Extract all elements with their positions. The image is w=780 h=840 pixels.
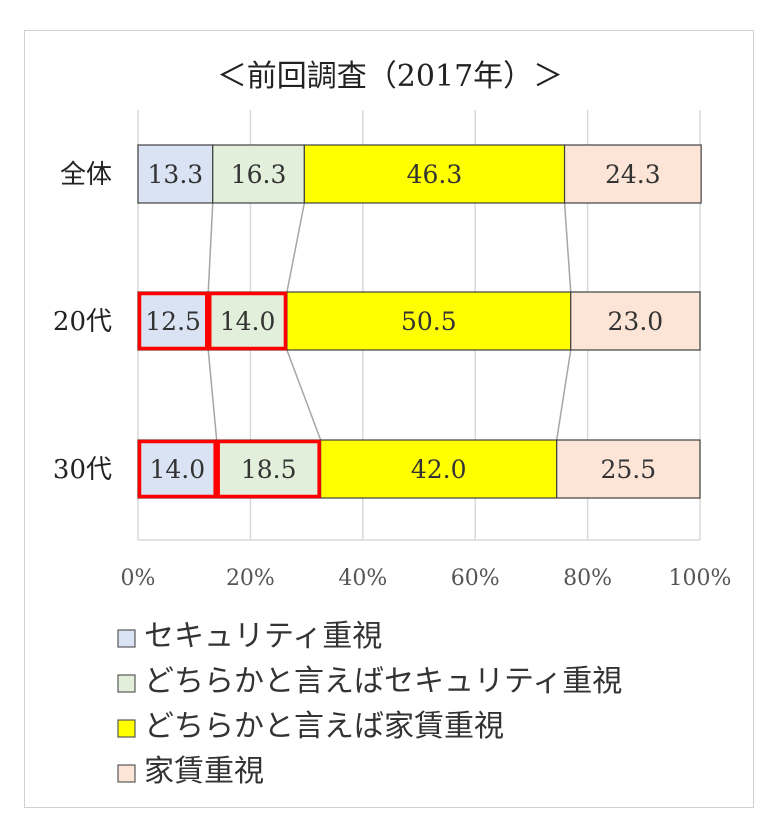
bar-segment (137, 439, 218, 499)
bar-segment (207, 291, 288, 351)
bar-segment (286, 291, 572, 351)
series-connector (207, 202, 214, 293)
data-label: 25.5 (601, 455, 657, 484)
bar-segment (556, 439, 701, 499)
category-label: 全体 (60, 160, 112, 190)
legend-label: 家賃重視 (144, 754, 264, 789)
series-connector (555, 349, 572, 441)
highlight-outline (137, 439, 217, 499)
bar-segment (303, 144, 566, 204)
legend-label: どちらかと言えば家賃重視 (144, 709, 504, 744)
data-labels: 13.3 16.3 46.3 24.3 12.5 14.0 50.5 23.0 14.0 18.5… (145, 160, 663, 484)
legend-swatch (117, 719, 136, 738)
x-tick-label: 100% (669, 566, 732, 591)
data-label: 14.0 (220, 307, 276, 336)
bar-segment (563, 144, 702, 204)
x-tick-labels: 0% 20% 40% 60% 80% 100% (121, 566, 732, 591)
highlight-outline (137, 291, 209, 351)
highlight-outline (208, 291, 288, 351)
bars (137, 144, 702, 499)
category-labels: 全体 20代 30代 (53, 160, 112, 485)
data-label: 24.3 (605, 160, 661, 189)
x-tick-label: 60% (451, 566, 500, 591)
series-connector (563, 202, 572, 293)
data-label: 23.0 (608, 307, 664, 336)
x-tick-label: 80% (563, 566, 612, 591)
data-label: 14.0 (150, 455, 206, 484)
x-tick-label: 40% (338, 566, 387, 591)
bar-segment (216, 439, 322, 499)
bar-segment (570, 291, 701, 351)
series-connectors (207, 202, 572, 441)
legend-label: どちらかと言えばセキュリティ重視 (144, 664, 622, 699)
highlight-outline (216, 439, 321, 499)
series-connector (207, 349, 218, 441)
data-label: 46.3 (407, 160, 463, 189)
x-tick-label: 0% (121, 566, 156, 591)
series-connector (286, 349, 322, 441)
legend-label: セキュリティ重視 (144, 619, 382, 654)
category-label: 30代 (53, 455, 112, 485)
legend-swatch (117, 764, 136, 783)
data-label: 12.5 (145, 307, 201, 336)
chart-title: ＜前回調査（2017年）＞ (217, 59, 563, 94)
data-label: 42.0 (411, 455, 467, 484)
series-connector (286, 202, 306, 293)
data-label: 16.3 (231, 160, 287, 189)
legend-swatch (117, 674, 136, 693)
bar-segment (320, 439, 558, 499)
chart-frame (24, 30, 754, 808)
data-label: 13.3 (148, 160, 204, 189)
bar-segment (212, 144, 305, 204)
x-tick-label: 20% (226, 566, 275, 591)
legend-swatch (117, 629, 136, 648)
bar-segment (137, 144, 214, 204)
data-label: 50.5 (401, 307, 457, 336)
category-label: 20代 (53, 307, 112, 337)
data-label: 18.5 (241, 455, 297, 484)
